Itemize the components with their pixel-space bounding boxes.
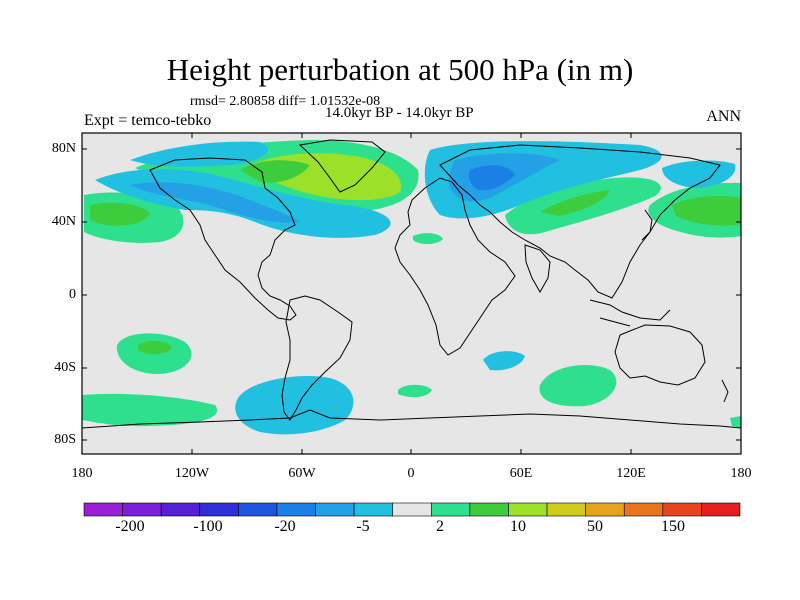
lon-label-0: 0: [407, 466, 415, 481]
lon-label-120w: 120W: [174, 466, 210, 481]
colorbar-label: 50: [587, 518, 603, 535]
colorbar-swatch: [315, 502, 355, 517]
coast-asia: [439, 144, 721, 299]
colorbar-swatch: [546, 502, 586, 517]
coast-north-america: [149, 157, 297, 321]
eurasia-core: [468, 165, 515, 191]
colorbar-label: 2: [436, 518, 444, 535]
rmsd-stats: rmsd= 2.80858 diff= 1.01532e-08: [190, 94, 381, 109]
colorbar-swatch: [160, 502, 201, 517]
colorbar-label: 10: [510, 518, 526, 535]
colorbar-swatch: [199, 502, 239, 517]
south-atlantic-negative: [483, 351, 525, 371]
south-pacific-inner: [138, 340, 172, 355]
coastlines: [81, 139, 742, 429]
colorbar: [83, 502, 741, 517]
lat-label-0: 0: [69, 287, 76, 302]
axis-ticks: [81, 133, 742, 454]
lon-label-180e: 180: [730, 466, 752, 481]
colorbar-swatch: [353, 502, 394, 517]
coast-se-asia-islands: [589, 299, 671, 327]
lon-label-60e: 60E: [509, 466, 533, 481]
experiment-label: Expt = temco-tebko: [84, 112, 212, 129]
colorbar-swatch: [469, 502, 509, 517]
nw-pacific-inner: [672, 196, 741, 226]
indian-ocean-positive: [539, 365, 617, 407]
central-asia-inner: [540, 190, 610, 216]
colorbar-swatch: [122, 502, 162, 517]
southwest-atlantic-spot: [413, 233, 443, 245]
lon-label-180w: 180: [71, 466, 93, 481]
chart-title: Height perturbation at 500 hPa (in m): [166, 52, 634, 87]
colorbar-label: -20: [274, 518, 296, 535]
lon-label-60w: 60W: [288, 466, 316, 481]
greenland-inner: [240, 160, 310, 183]
coast-india: [524, 244, 551, 294]
lon-label-120e: 120E: [616, 466, 646, 481]
colorbar-swatch: [662, 502, 702, 517]
nw-pacific-negative: [662, 160, 736, 188]
colorbar-label: -200: [115, 518, 145, 535]
coast-japan: [641, 209, 653, 241]
north-america-inner: [130, 182, 300, 223]
colorbar-label: -5: [356, 518, 370, 535]
southern-ocean-negative: [235, 376, 354, 435]
season-label: ANN: [706, 108, 741, 125]
arctic-negative: [130, 141, 269, 167]
n-pacific-inner: [90, 202, 150, 226]
colorbar-swatch: [238, 502, 278, 517]
coast-new-zealand: [721, 379, 729, 403]
coast-australia: [614, 324, 706, 386]
anomaly-negative-fields: [95, 141, 736, 435]
period-label: 14.0kyr BP - 14.0kyr BP: [325, 105, 474, 121]
coast-antarctica: [81, 409, 742, 429]
colorbar-swatch: [701, 502, 741, 517]
colorbar-swatch: [83, 502, 123, 517]
lat-label-40n: 40N: [51, 214, 76, 229]
atlantic-positive-small: [398, 384, 432, 398]
coast-greenland: [298, 139, 386, 193]
lat-label-80n: 80N: [51, 141, 76, 156]
colorbar-swatch: [430, 502, 471, 517]
colorbar-swatch: [392, 502, 432, 517]
coast-europe-africa: [394, 177, 516, 356]
colorbar-swatch: [276, 502, 316, 517]
colorbar-label: 150: [661, 518, 685, 535]
lat-label-80s: 80S: [54, 432, 76, 447]
contour-fields: [82, 140, 741, 435]
pacific-edge-positive: [730, 416, 741, 428]
colorbar-swatch: [623, 502, 664, 517]
colorbar-swatch: [508, 502, 548, 517]
lat-label-40s: 40S: [54, 360, 76, 375]
coast-south-america: [281, 295, 353, 421]
southern-ocean-positive-west: [82, 393, 218, 427]
colorbar-swatch: [585, 502, 625, 517]
colorbar-label: -100: [193, 518, 223, 535]
